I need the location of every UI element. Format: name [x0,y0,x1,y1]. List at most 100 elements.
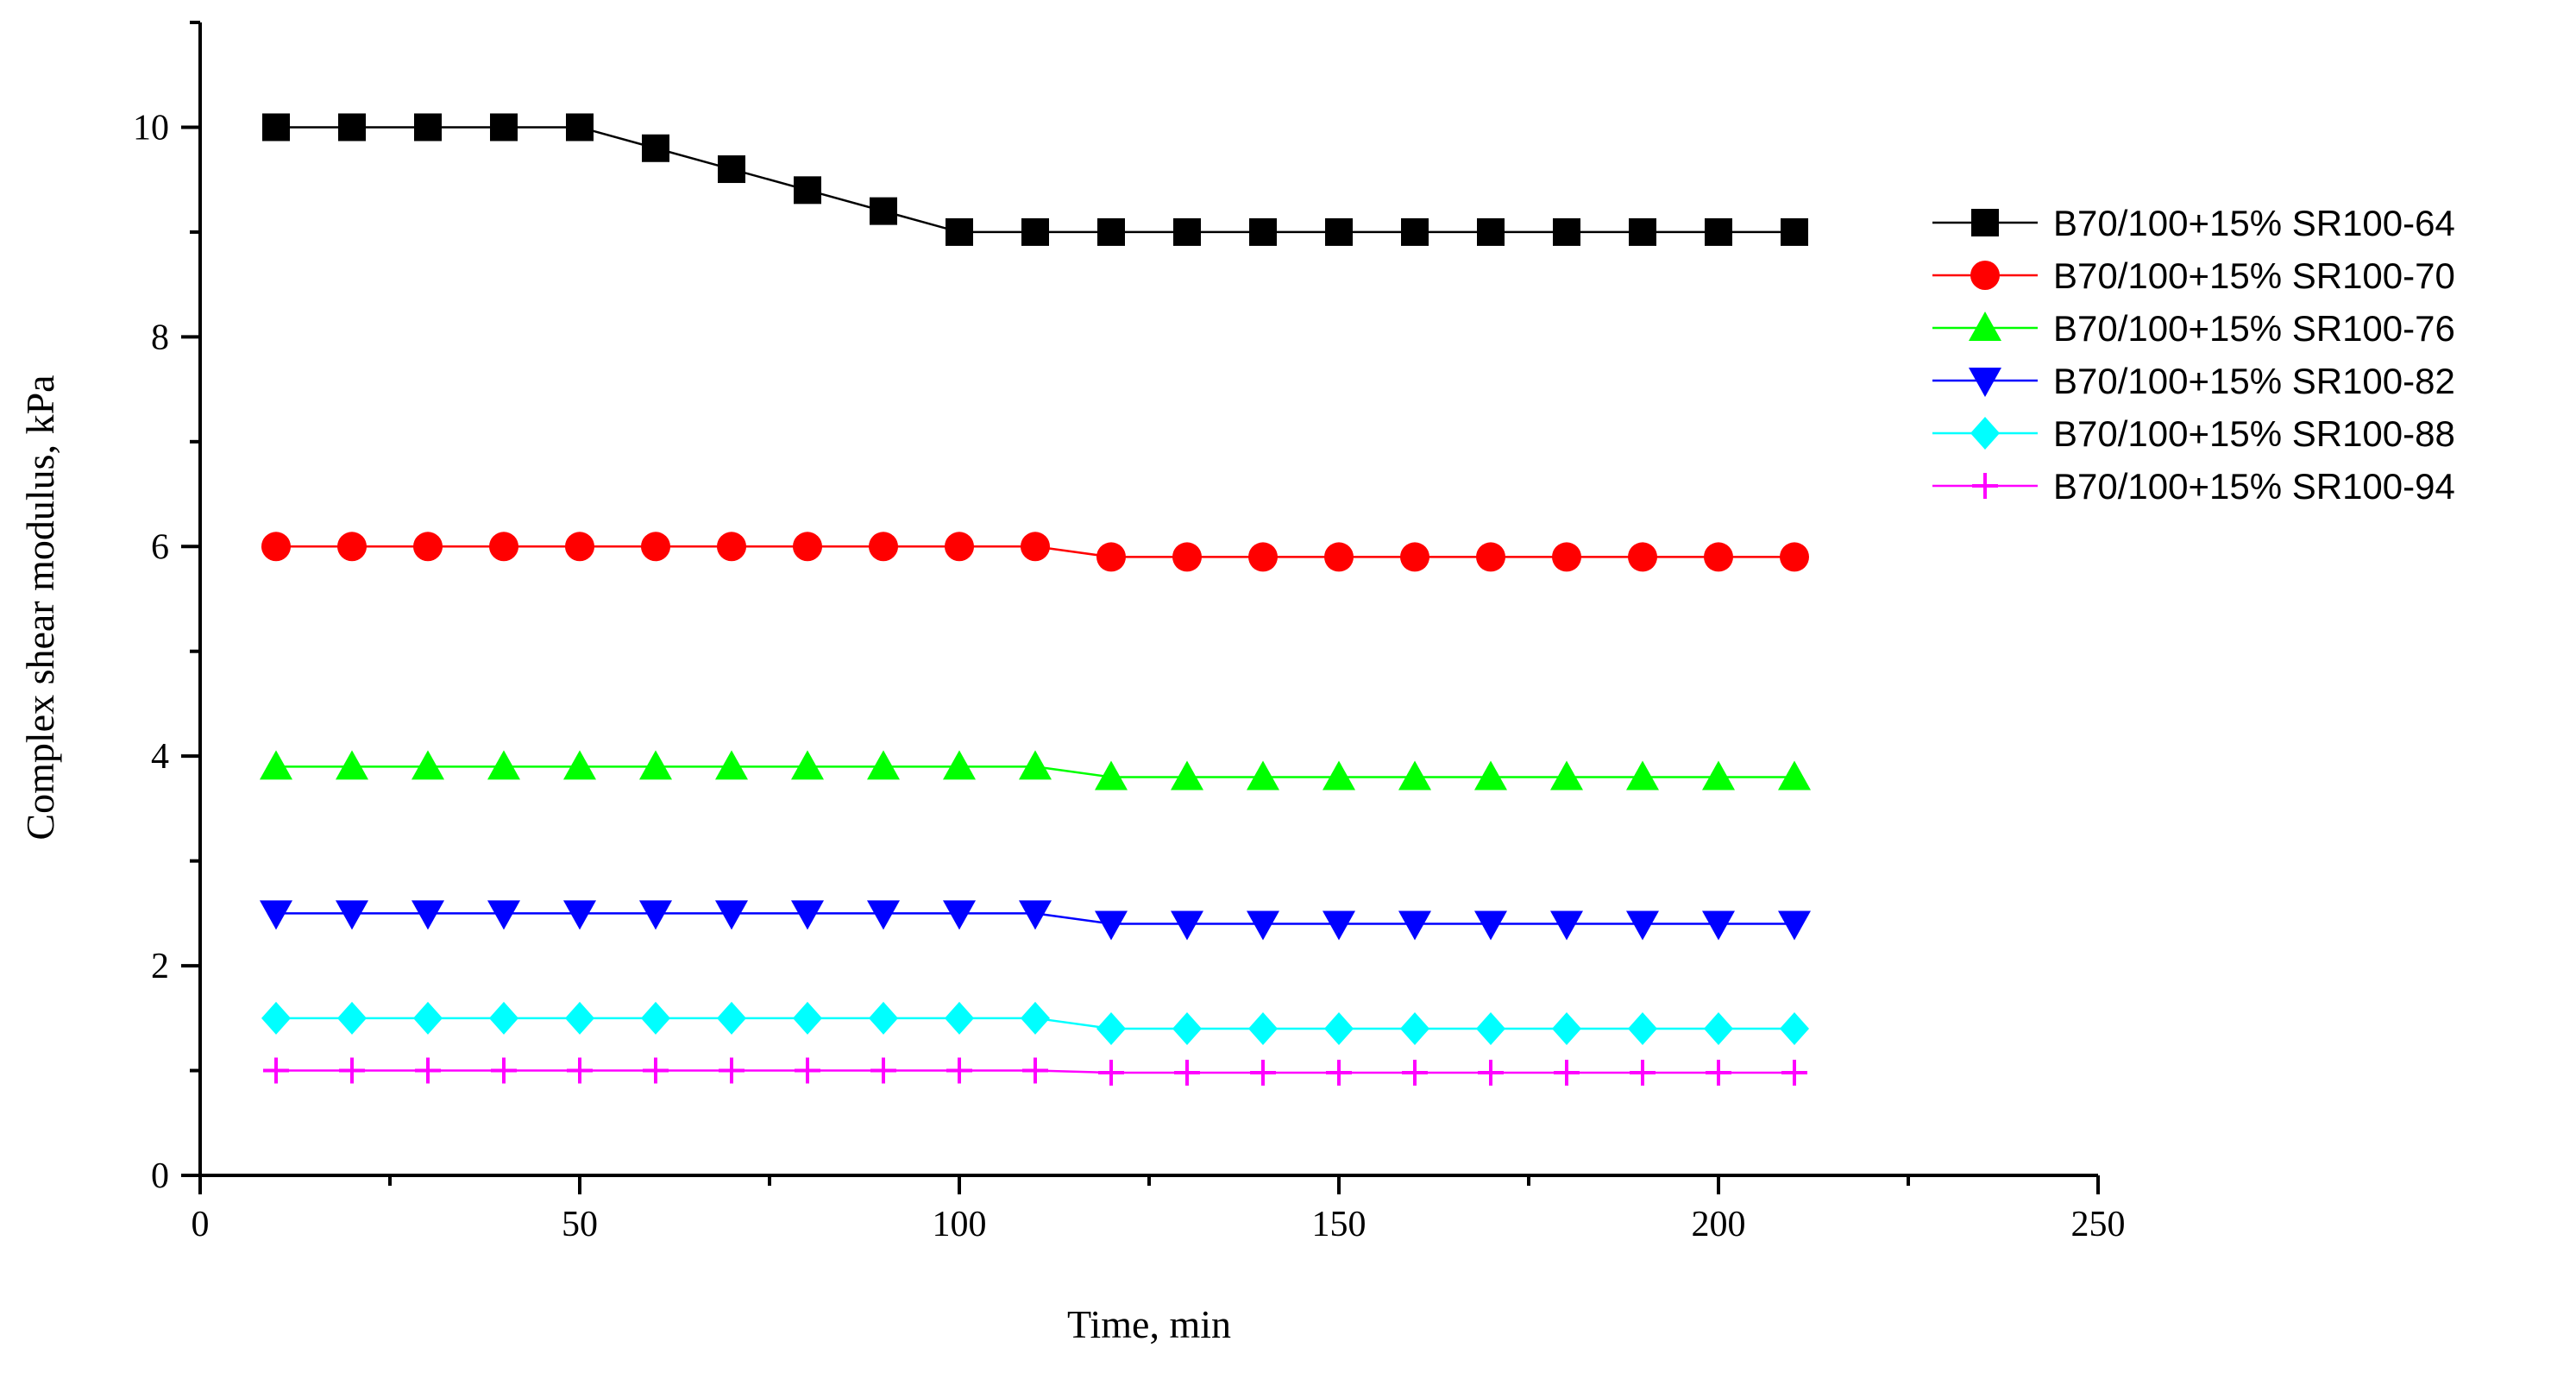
x-tick-label: 50 [562,1205,598,1244]
data-point [1628,542,1657,572]
data-point [1324,1011,1354,1045]
data-point [715,900,748,930]
legend-label: B70/100+15% SR100-70 [2053,255,2455,296]
data-point [946,217,973,246]
data-point [1172,1011,1202,1045]
data-point [1476,1011,1505,1045]
series-5 [261,1001,1809,1045]
legend-label: B70/100+15% SR100-82 [2053,361,2455,401]
data-point [1096,542,1126,572]
y-tick-label: 8 [151,318,169,357]
data-point [1550,910,1583,941]
data-point [1323,760,1355,790]
series-line [276,126,1794,234]
x-axis-title: Time, min [1067,1302,1231,1346]
data-point [717,532,746,562]
legend-marker [1969,368,2001,397]
data-point [563,750,596,780]
data-point [1249,217,1277,246]
x-tick-label: 150 [1312,1205,1367,1244]
data-point [945,1001,974,1035]
data-point [1248,1011,1278,1045]
data-point [1702,760,1735,790]
legend-label: B70/100+15% SR100-94 [2053,466,2455,507]
data-point [1019,900,1052,930]
data-point [1554,1059,1580,1086]
data-point [1324,542,1354,572]
plot-area [260,113,1811,1086]
legend-marker [1969,312,2001,341]
data-point [1780,1011,1809,1045]
data-point [1629,217,1656,246]
data-point [563,900,596,930]
data-point [1628,1011,1657,1045]
data-point [1247,910,1279,941]
data-point [717,1001,746,1035]
data-point [1778,760,1811,790]
data-point [869,1001,898,1035]
data-point [1781,217,1808,246]
data-point [1174,1059,1200,1086]
data-point [1096,1011,1126,1045]
data-point [943,900,976,930]
data-point [487,900,520,930]
y-tick-label: 4 [151,737,169,777]
data-point [869,532,898,562]
legend-marker [1970,417,2000,450]
legend-label: B70/100+15% SR100-88 [2053,413,2455,454]
data-point [260,750,292,780]
data-point [1095,760,1128,790]
legend-item-6: B70/100+15% SR100-94 [1932,466,2455,507]
data-point [1398,910,1431,941]
data-point [1705,217,1732,246]
data-point [1780,542,1809,572]
data-point [795,1057,820,1084]
series-6 [263,1057,1807,1086]
data-point [1704,542,1733,572]
x-tick-label: 250 [2071,1205,2126,1244]
data-point [791,900,824,930]
data-point [567,1057,593,1084]
data-point [415,1057,441,1084]
data-point [491,1057,517,1084]
data-point [1476,542,1505,572]
data-point [1630,1059,1656,1086]
data-point [566,113,594,142]
data-point [1552,1011,1581,1045]
data-point [1778,910,1811,941]
data-point [565,1001,594,1035]
data-point [263,1057,289,1084]
data-point [1098,1059,1124,1086]
data-point [943,750,976,780]
series-3 [260,750,1811,790]
legend-marker [1970,261,2000,290]
data-point [1781,1059,1807,1086]
series-4 [260,900,1811,941]
legend-label: B70/100+15% SR100-76 [2053,308,2455,349]
data-point [489,1001,518,1035]
legend-label: B70/100+15% SR100-64 [2053,203,2455,243]
x-tick-label: 200 [1692,1205,1746,1244]
data-point [1402,1059,1428,1086]
data-point [565,532,594,562]
data-point [1323,910,1355,941]
data-point [1021,532,1050,562]
data-point [641,1001,670,1035]
legend-item-1: B70/100+15% SR100-64 [1932,203,2455,243]
data-point [794,176,821,205]
legend-marker [1972,473,1998,499]
data-point [715,750,748,780]
data-point [945,532,974,562]
data-point [946,1057,972,1084]
legend: B70/100+15% SR100-64 B70/100+15% SR100-70… [1932,203,2455,507]
data-point [413,1001,443,1035]
data-point [1401,217,1429,246]
data-point [412,750,444,780]
data-point [1550,760,1583,790]
data-point [1626,760,1659,790]
data-point [261,532,291,562]
data-point [793,1001,822,1035]
data-point [870,197,897,225]
x-tick-label: 0 [192,1205,210,1244]
